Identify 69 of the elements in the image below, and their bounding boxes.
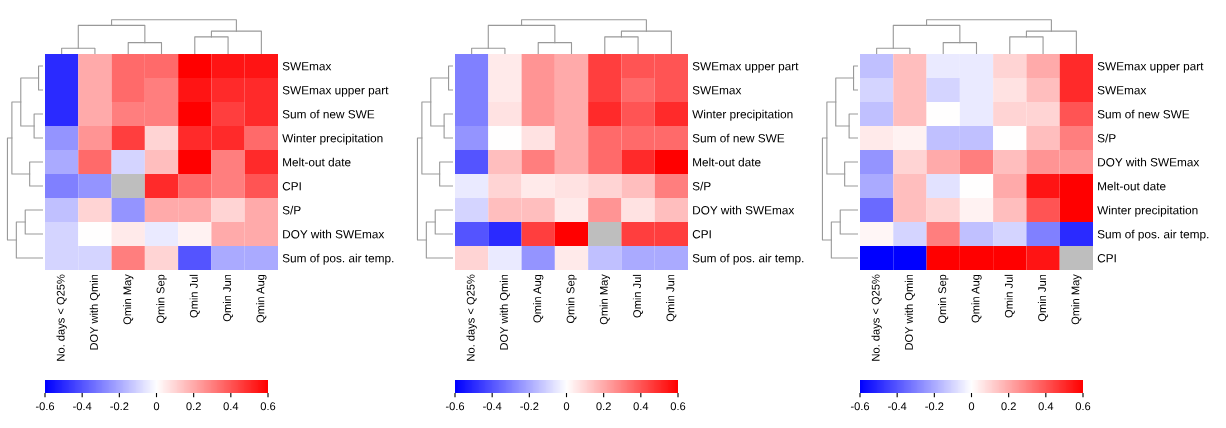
color-bar-label: -0.4 (483, 402, 502, 411)
y-tick-label: S/P (1097, 133, 1116, 143)
y-tick-label: Sum of pos. air temp. (282, 253, 394, 265)
color-bar-label: -0.6 (850, 402, 870, 411)
y-tick-label: DOY with SWEmax (1098, 157, 1200, 167)
y-tick-label: Melt-out date (693, 157, 761, 167)
x-tick-label: DOY with Qmin (499, 274, 510, 350)
y-tick-label: Melt-out date (283, 157, 351, 167)
y-tick-label: Winter precipitation (282, 133, 383, 145)
x-tick-label: Qmin Jul (189, 274, 200, 318)
x-tick-label: Qmin Sep (566, 274, 577, 324)
y-tick-label: SWEmax (282, 62, 332, 71)
x-tick-label: No. days < Q25% (56, 274, 67, 361)
x-tick-label: Qmin May (599, 274, 610, 325)
x-tick-label: No. days < Q25% (466, 274, 477, 361)
color-bar-label: 0.2 (186, 402, 201, 411)
color-bar-label: 0.6 (1075, 402, 1091, 411)
y-tick-label: CPI (282, 182, 301, 191)
color-bar-label: -0.2 (925, 402, 944, 411)
color-bar-label: 0 (563, 402, 570, 411)
color-bar-label: -0.2 (110, 402, 129, 411)
x-tick-label: Qmin Sep (156, 274, 167, 324)
y-tick-label: DOY with SWEmax (283, 229, 385, 239)
y-tick-label: Winter precipitation (1097, 205, 1198, 217)
color-bar-label: -0.4 (73, 402, 92, 411)
x-tick-label: DOY with Qmin (89, 274, 100, 350)
color-bar-label: 0.4 (1038, 402, 1054, 411)
color-bar-label: 0.6 (670, 402, 686, 411)
color-bar-label: 0.4 (633, 402, 649, 411)
x-tick-label: Qmin Jul (632, 274, 644, 318)
x-tick-label: No. days < Q25% (871, 274, 882, 361)
y-tick-label: Sum of pos. air temp. (1097, 229, 1209, 241)
color-bar-label: -0.6 (445, 402, 465, 411)
y-tick-label: Melt-out date (1098, 181, 1166, 191)
y-tick-label: CPI (1097, 254, 1116, 263)
y-tick-label: Sum of new SWE (282, 109, 375, 119)
color-bar-label: 0.2 (596, 402, 611, 411)
color-bar-label: 0.6 (260, 402, 276, 411)
color-bar-label: -0.4 (888, 402, 907, 411)
x-tick-label: Qmin Aug (533, 274, 544, 323)
x-tick-label: Qmin Jun (666, 274, 677, 322)
y-tick-label: SWEmax upper part (282, 86, 389, 97)
x-tick-label: Qmin Aug (971, 274, 982, 323)
x-tick-label: Qmin Sep (938, 274, 949, 324)
y-tick-label: S/P (282, 205, 301, 215)
y-tick-label: Sum of new SWE (1097, 109, 1190, 119)
y-tick-label: CPI (692, 230, 711, 239)
y-tick-label: Sum of pos. air temp. (692, 253, 804, 265)
x-tick-label: Qmin May (1071, 274, 1082, 325)
color-bar-label: 0.4 (223, 402, 239, 411)
y-tick-label: DOY with SWEmax (693, 205, 795, 215)
color-bar-label: 0 (153, 402, 160, 411)
color-bar-label: 0 (968, 402, 975, 411)
y-tick-label: SWEmax (1097, 86, 1147, 95)
x-tick-label: Qmin Aug (256, 274, 267, 323)
y-tick-label: SWEmax upper part (692, 62, 799, 73)
x-tick-label: Qmin Jul (1004, 274, 1015, 318)
x-tick-label: DOY with Qmin (904, 274, 915, 350)
y-tick-label: SWEmax upper part (1097, 62, 1204, 73)
x-tick-label: Qmin May (123, 274, 134, 325)
x-tick-label: Qmin Jun (222, 274, 234, 322)
color-bar-label: -0.2 (520, 402, 539, 411)
y-tick-label: S/P (692, 181, 711, 191)
y-tick-label: Winter precipitation (692, 109, 793, 121)
color-bar-label: 0.2 (1001, 402, 1016, 411)
y-tick-label: Sum of new SWE (692, 133, 785, 143)
color-bar-label: -0.6 (35, 402, 55, 411)
x-tick-label: Qmin Jun (1037, 274, 1049, 322)
y-tick-label: SWEmax (692, 86, 742, 95)
